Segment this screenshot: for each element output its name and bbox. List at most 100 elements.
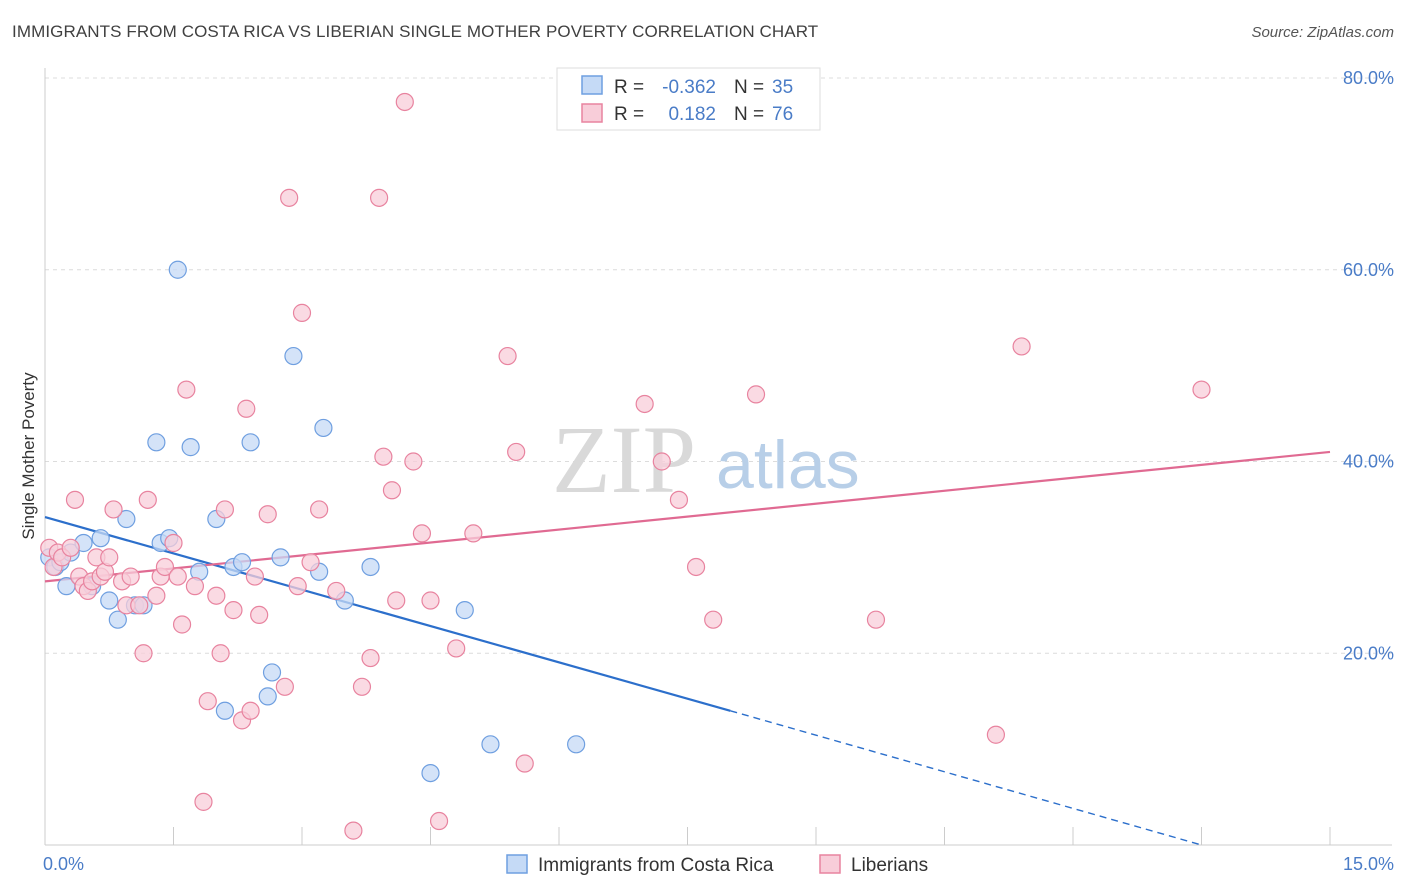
costa-rica-point-13 bbox=[147, 433, 166, 452]
liberians-point-44 bbox=[292, 303, 312, 322]
costa-rica-point-10 bbox=[117, 509, 136, 529]
costa-rica-point-22 bbox=[232, 553, 252, 572]
liberians-point-70 bbox=[746, 385, 766, 404]
liberians-point-33 bbox=[215, 500, 234, 519]
costa-rica-point-25 bbox=[262, 663, 282, 682]
liberians-point-24 bbox=[164, 533, 183, 553]
liberians-point-66 bbox=[652, 452, 671, 471]
liberians-point-55 bbox=[395, 92, 414, 112]
bottom-legend-label-costa-rica: Immigrants from Costa Rica bbox=[538, 855, 774, 876]
y-axis-title: Single Mother Poverty bbox=[19, 372, 38, 540]
costa-rica-point-23 bbox=[241, 433, 260, 452]
liberians-point-47 bbox=[327, 581, 346, 601]
y-tick-label-40: 40.0% bbox=[1343, 452, 1394, 472]
liberians-point-41 bbox=[275, 677, 294, 696]
bottom-legend-swatch-liberians bbox=[819, 854, 841, 874]
liberians-point-14 bbox=[104, 500, 123, 519]
liberians-point-5 bbox=[65, 490, 85, 509]
liberians-point-53 bbox=[382, 481, 402, 500]
legend-swatch-costa-rica bbox=[581, 75, 603, 95]
axes bbox=[44, 68, 1392, 846]
y-tick-label-80: 80.0% bbox=[1343, 68, 1394, 88]
legend-r-value-1: -0.362 bbox=[662, 77, 716, 98]
liberians-point-58 bbox=[421, 591, 440, 610]
costa-rica-point-33 bbox=[455, 601, 474, 620]
costa-rica-point-31 bbox=[361, 557, 380, 577]
x-tick-label-min: 0.0% bbox=[43, 854, 84, 874]
legend-n-value-1: 35 bbox=[772, 77, 793, 98]
legend-n-value-2: 76 bbox=[772, 104, 793, 125]
bottom-legend-label-liberians: Liberians bbox=[851, 855, 928, 876]
costa-rica-point-20 bbox=[215, 701, 234, 720]
liberians-point-18 bbox=[130, 596, 149, 615]
liberians-point-19 bbox=[134, 644, 153, 663]
liberians-point-51 bbox=[370, 188, 389, 207]
legend-r-label-2: R = bbox=[614, 104, 644, 125]
liberians-point-23 bbox=[155, 557, 175, 577]
liberians-point-20 bbox=[138, 490, 157, 509]
liberians-point-69 bbox=[704, 610, 723, 629]
liberians-point-50 bbox=[361, 648, 380, 668]
liberians-point-48 bbox=[344, 821, 363, 840]
liberians-point-37 bbox=[241, 701, 260, 720]
liberians-point-31 bbox=[207, 586, 226, 605]
costa-rica-point-32 bbox=[421, 763, 440, 783]
y-tick-labels: 20.0% 40.0% 60.0% 80.0% bbox=[1343, 68, 1394, 663]
liberians-point-30 bbox=[198, 692, 217, 711]
costa-rica-point-7 bbox=[91, 529, 110, 548]
liberians-point-74 bbox=[1192, 380, 1211, 399]
liberians-point-72 bbox=[986, 725, 1006, 744]
liberians-point-57 bbox=[412, 524, 432, 543]
liberians-point-60 bbox=[447, 639, 466, 658]
legend-r-label-1: R = bbox=[614, 77, 644, 98]
liberians-point-36 bbox=[237, 399, 256, 418]
liberians-point-21 bbox=[147, 586, 166, 605]
liberians-point-27 bbox=[177, 380, 196, 399]
liberians-point-49 bbox=[352, 677, 372, 696]
liberians-point-40 bbox=[258, 505, 277, 524]
costa-rica-point-24 bbox=[258, 687, 277, 706]
correlation-legend: R = -0.362 N = 35 R = 0.182 N = 76 bbox=[556, 67, 821, 131]
liberians-point-73 bbox=[1012, 337, 1031, 356]
liberians-point-61 bbox=[464, 524, 483, 543]
liberians-point-65 bbox=[635, 394, 654, 414]
liberians-point-28 bbox=[185, 577, 205, 596]
legend-n-label-2: N = bbox=[734, 104, 764, 125]
liberians-point-13 bbox=[100, 548, 119, 567]
costa-rica-point-26 bbox=[271, 548, 290, 567]
liberians-point-62 bbox=[498, 346, 517, 366]
liberians-point-39 bbox=[250, 605, 269, 625]
liberians-point-34 bbox=[224, 601, 243, 620]
liberians-point-32 bbox=[211, 644, 230, 663]
legend-swatch-liberians bbox=[581, 103, 603, 123]
liberians-point-64 bbox=[515, 754, 534, 773]
liberians-point-67 bbox=[669, 490, 689, 509]
watermark-atlas: atlas bbox=[716, 427, 860, 503]
liberians-point-54 bbox=[387, 591, 406, 610]
chart-title: IMMIGRANTS FROM COSTA RICA VS LIBERIAN S… bbox=[12, 22, 819, 41]
costa-rica-point-17 bbox=[181, 438, 200, 457]
liberians-point-71 bbox=[866, 610, 886, 629]
costa-rica-point-34 bbox=[481, 735, 500, 754]
costa-rica-point-9 bbox=[108, 610, 127, 629]
liberians-point-63 bbox=[507, 442, 526, 462]
liberians-point-17 bbox=[121, 567, 140, 586]
x-tick-label-max: 15.0% bbox=[1343, 854, 1394, 874]
source-label: Source: ZipAtlas.com bbox=[1251, 24, 1394, 41]
bottom-legend-swatch-costa-rica bbox=[506, 854, 528, 874]
liberians-point-43 bbox=[288, 577, 307, 596]
grid-lines bbox=[45, 77, 1392, 654]
data-points bbox=[40, 92, 1211, 840]
liberians-point-38 bbox=[245, 567, 264, 586]
liberians-point-45 bbox=[301, 553, 320, 572]
liberians-point-59 bbox=[429, 811, 449, 831]
liberians-point-26 bbox=[172, 615, 192, 634]
legend-n-label-1: N = bbox=[734, 77, 764, 98]
liberians-point-46 bbox=[310, 500, 329, 519]
liberians-point-25 bbox=[168, 567, 187, 586]
series-legend: Immigrants from Costa Rica Liberians bbox=[506, 854, 928, 876]
liberians-point-68 bbox=[686, 557, 706, 577]
liberians-point-29 bbox=[194, 792, 213, 811]
legend-r-value-2: 0.182 bbox=[668, 104, 716, 125]
